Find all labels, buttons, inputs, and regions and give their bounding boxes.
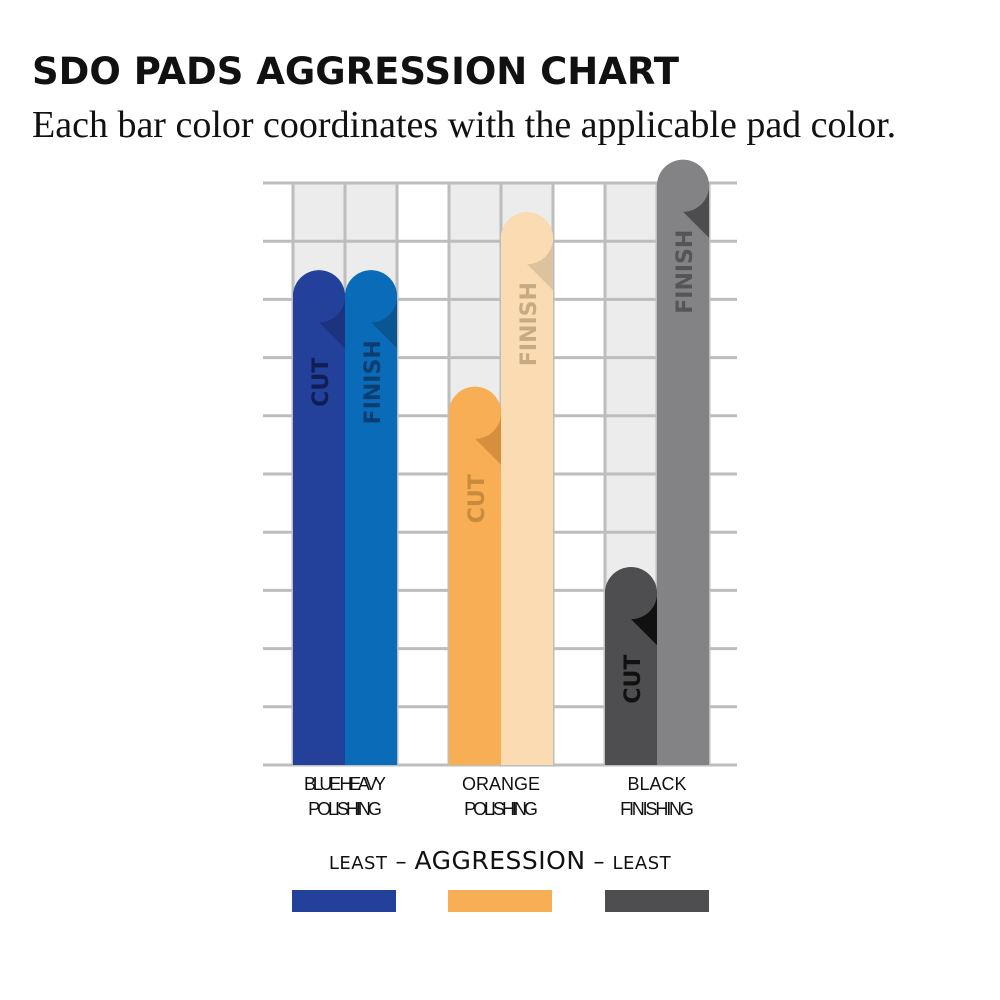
bar-finish-0: FINISH: [345, 270, 397, 765]
bar-finish-2-cap: [657, 159, 709, 212]
bar-cut-0-body: [293, 270, 345, 765]
bar-cut-1-fold: [475, 412, 501, 465]
category-label-0-line2: POLISHING: [308, 799, 382, 819]
bar-finish-2: FINISH: [657, 159, 709, 765]
bar-cut-0-label: CUT: [309, 358, 334, 407]
category-label-1-line1: ORANGE: [462, 774, 540, 794]
bar-finish-0-fold: [371, 296, 397, 349]
chart-subtitle: Each bar color coordinates with the appl…: [32, 104, 897, 146]
category-label-0-line1: BLUE HEAVY: [304, 774, 386, 794]
category-label-1-line2: POLISHING: [464, 799, 538, 819]
legend-aggression-label: AGGRESSION: [414, 846, 586, 875]
aggression-legend-line: LEAST – AGGRESSION – LEAST: [0, 846, 1000, 875]
bar-finish-1-cap: [501, 212, 553, 265]
bar-cut-2-fold: [631, 593, 657, 646]
bar-cut-1: CUT: [449, 386, 501, 765]
bar-finish-1-label: FINISH: [517, 282, 542, 366]
legend-least-left: LEAST: [328, 853, 388, 874]
bar-finish-2-fold: [683, 185, 709, 238]
category-label-2-line2: FINISHING: [620, 799, 694, 819]
bar-finish-1-fold: [527, 238, 553, 291]
legend-swatch-blue: [292, 890, 396, 912]
aggression-legend: LEAST – AGGRESSION – LEAST: [0, 846, 1000, 936]
bar-finish-0-cap: [345, 270, 397, 323]
bar-cut-1-label: CUT: [465, 474, 490, 523]
bar-finish-0-body: [345, 270, 397, 765]
bar-cut-2-cap: [605, 567, 657, 620]
legend-least-right: LEAST: [612, 853, 672, 874]
bar-finish-2-label: FINISH: [673, 230, 698, 314]
bar-cut-1-body: [449, 386, 501, 765]
legend-dash-left: –: [395, 850, 407, 875]
bar-finish-1-body: [501, 212, 553, 765]
category-label-2-line1: BLACK: [627, 774, 686, 794]
bar-cut-0-cap: [293, 270, 345, 323]
bar-cut-2-label: CUT: [621, 655, 646, 704]
bar-cut-0-fold: [319, 296, 345, 349]
legend-swatch-black: [605, 890, 709, 912]
chart-title: SDO PADS AGGRESSION CHART: [32, 50, 679, 93]
bar-finish-0-label: FINISH: [361, 340, 386, 424]
legend-dash-right: –: [593, 850, 605, 875]
bar-finish-2-body: [657, 159, 709, 765]
bar-cut-2: CUT: [605, 567, 657, 765]
bar-finish-1: FINISH: [501, 212, 553, 765]
bar-cut-0: CUT: [293, 270, 345, 765]
bar-cut-1-cap: [449, 386, 501, 439]
legend-swatch-orange: [448, 890, 552, 912]
